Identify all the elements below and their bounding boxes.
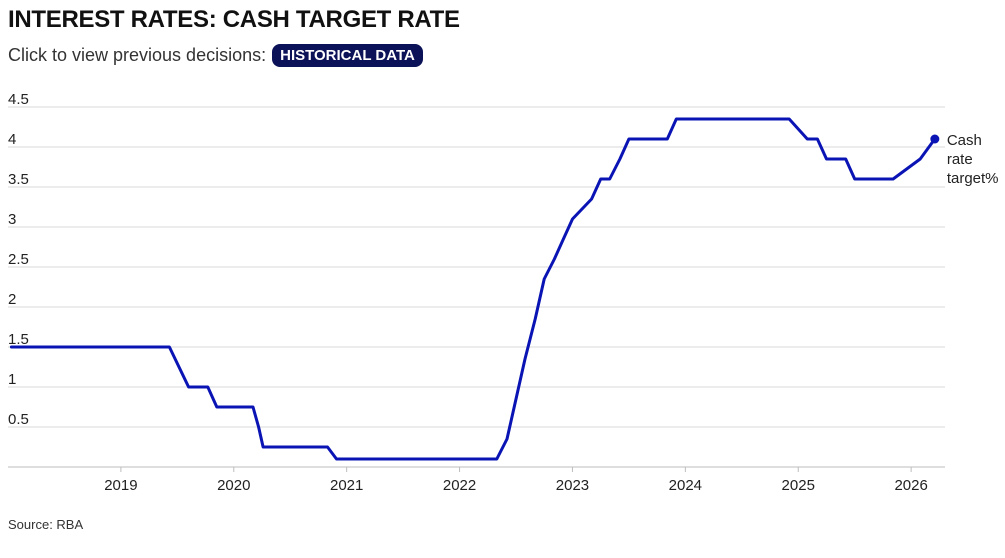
line-chart: 0.5 1 1.5 2 2.5 3 3.5 4 4.5 2019 2020 2021 2022 2023 2… xyxy=(8,91,999,494)
series-label-line: Cash xyxy=(947,132,982,149)
x-tick-label: 2020 xyxy=(217,477,250,494)
y-tick-label: 2.5 xyxy=(8,251,29,268)
historical-data-button[interactable]: HISTORICAL DATA xyxy=(272,44,423,67)
series-label-line: rate xyxy=(947,151,973,168)
series-line xyxy=(9,117,937,461)
y-tick-label: 1 xyxy=(8,371,16,388)
y-tick-label: 4.5 xyxy=(8,91,29,108)
chart-title: INTEREST RATES: CASH TARGET RATE xyxy=(8,6,460,33)
y-tick-label: 2 xyxy=(8,291,16,308)
y-tick-label: 0.5 xyxy=(8,411,29,428)
x-tick-label: 2022 xyxy=(443,477,476,494)
y-tick-label: 4 xyxy=(8,131,16,148)
subtitle-row: Click to view previous decisions: HISTOR… xyxy=(8,44,423,67)
series-end-point xyxy=(930,134,940,144)
y-tick-label: 1.5 xyxy=(8,331,29,348)
subtitle-text: Click to view previous decisions: xyxy=(8,45,267,65)
y-tick-label: 3.5 xyxy=(8,171,29,188)
x-tick-label: 2025 xyxy=(782,477,815,494)
x-tick-label: 2023 xyxy=(556,477,589,494)
y-tick-label: 3 xyxy=(8,211,16,228)
x-tick-label: 2019 xyxy=(104,477,137,494)
x-tick-label: 2026 xyxy=(894,477,927,494)
series-label-line: target% xyxy=(947,170,999,187)
x-tick-label: 2024 xyxy=(669,477,702,494)
source-note: Source: RBA xyxy=(8,517,84,532)
x-tick-label: 2021 xyxy=(330,477,363,494)
